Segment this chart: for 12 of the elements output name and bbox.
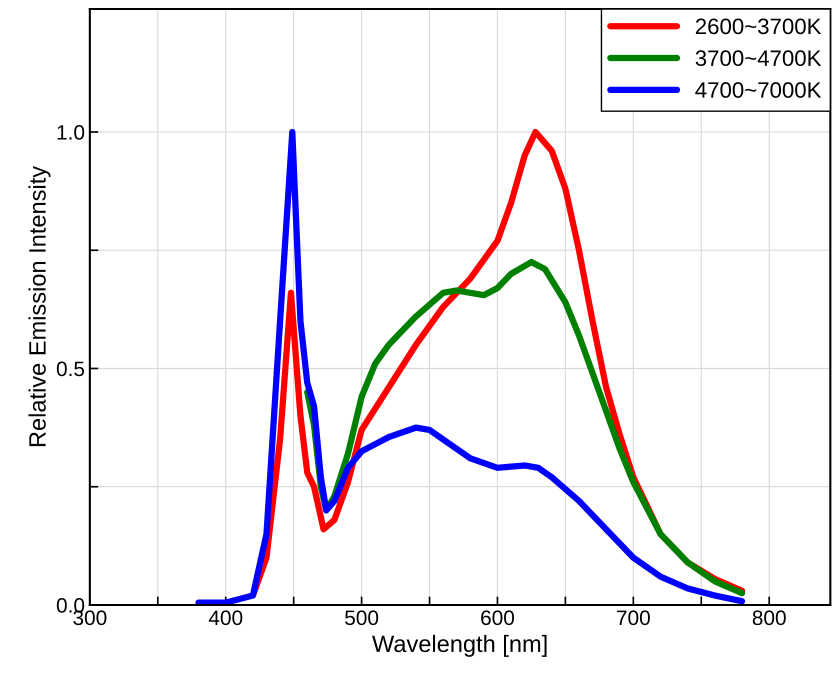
x-tick-label: 400	[208, 610, 242, 626]
y-tick-label: 1.0	[58, 124, 84, 140]
x-tick-label: 700	[617, 610, 650, 626]
x-tick-label: 800	[752, 610, 786, 626]
x-tick-label: 500	[345, 610, 378, 626]
y-axis-title: Relative Emission Intensity	[28, 166, 50, 446]
x-axis-title: Wavelength [nm]	[372, 634, 547, 657]
y-tick-label: 0.5	[56, 361, 84, 376]
x-tick-label: 600	[481, 610, 514, 626]
legend-label: 3700~4700K	[696, 50, 822, 66]
legend-label: 2600~3700K	[696, 18, 822, 34]
legend-label: 4700~7000K	[695, 82, 822, 98]
